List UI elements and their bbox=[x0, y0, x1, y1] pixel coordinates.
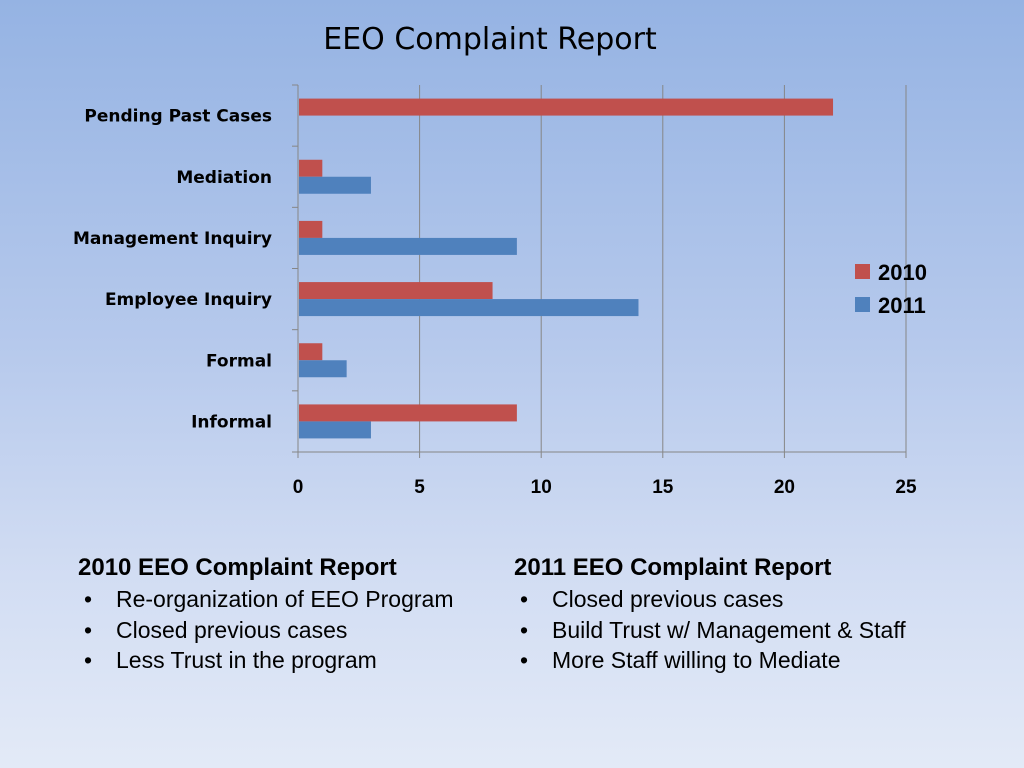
legend-swatch-2011 bbox=[855, 297, 870, 312]
legend-swatch-2010 bbox=[855, 264, 870, 279]
notes-2010-item: Closed previous cases bbox=[78, 615, 454, 646]
notes-2011-item: Closed previous cases bbox=[514, 584, 906, 615]
category-label: Formal bbox=[206, 351, 272, 371]
notes-2011-list: Closed previous cases Build Trust w/ Man… bbox=[514, 584, 906, 676]
legend-label-2010: 2010 bbox=[878, 260, 927, 285]
category-label: Mediation bbox=[176, 168, 272, 188]
bar-2010 bbox=[299, 404, 517, 422]
bar-2011 bbox=[299, 360, 347, 378]
bar-chart: 0 5 10 15 20 25 Pending Past Cases Mediation Man… bbox=[73, 84, 927, 498]
notes-2010: 2010 EEO Complaint Report Re-organizatio… bbox=[78, 552, 454, 676]
bar-2011 bbox=[299, 299, 639, 317]
bar-2011 bbox=[299, 237, 517, 255]
x-tick-label: 25 bbox=[895, 477, 917, 498]
x-tick-label: 15 bbox=[652, 477, 674, 498]
bar-2010 bbox=[299, 220, 323, 238]
bar-2010 bbox=[299, 98, 834, 116]
notes-2010-item: Less Trust in the program bbox=[78, 645, 454, 676]
notes-2011-item: Build Trust w/ Management & Staff bbox=[514, 615, 906, 646]
x-tick-label: 20 bbox=[774, 477, 795, 498]
bar-2011 bbox=[299, 421, 371, 439]
bar-2011 bbox=[299, 176, 371, 194]
x-tick-label: 10 bbox=[531, 477, 552, 498]
notes-2011: 2011 EEO Complaint Report Closed previou… bbox=[514, 552, 906, 676]
legend-label-2011: 2011 bbox=[878, 293, 926, 318]
chart-title: EEO Complaint Report bbox=[323, 22, 657, 57]
bar-2010 bbox=[299, 159, 323, 177]
bar-2010 bbox=[299, 343, 323, 361]
notes-2011-heading: 2011 EEO Complaint Report bbox=[514, 554, 832, 581]
notes-2010-heading: 2010 EEO Complaint Report bbox=[78, 554, 397, 581]
x-tick-label: 0 bbox=[293, 477, 304, 498]
notes-2010-list: Re-organization of EEO Program Closed pr… bbox=[78, 584, 454, 676]
notes-2010-item: Re-organization of EEO Program bbox=[78, 584, 454, 615]
category-label: Management Inquiry bbox=[73, 229, 272, 249]
category-label: Informal bbox=[191, 412, 272, 432]
notes-2011-item: More Staff willing to Mediate bbox=[514, 645, 906, 676]
category-label: Pending Past Cases bbox=[84, 107, 272, 127]
bar-2010 bbox=[299, 282, 493, 300]
category-label: Employee Inquiry bbox=[105, 290, 272, 310]
x-tick-label: 5 bbox=[414, 477, 425, 498]
